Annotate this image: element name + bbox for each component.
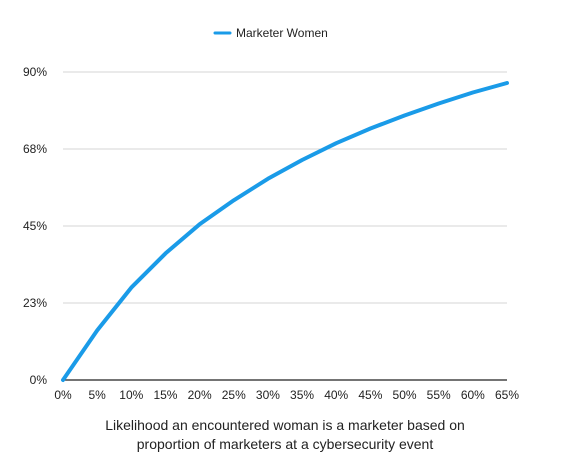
- x-tick-label: 60%: [461, 388, 485, 402]
- x-tick-label: 65%: [495, 388, 519, 402]
- y-tick-label: 45%: [23, 219, 47, 233]
- x-tick-label: 55%: [427, 388, 451, 402]
- y-tick-label: 0%: [30, 373, 48, 387]
- series-lines: [61, 81, 509, 382]
- x-tick-label: 40%: [324, 388, 348, 402]
- x-axis-label-line-2: proportion of marketers at a cybersecuri…: [137, 436, 434, 452]
- x-tick-label: 0%: [54, 388, 72, 402]
- x-axis-tick-labels: 0% 5% 10% 15% 20% 25% 30% 35% 40% 45% 50% 55% 60% 65%: [54, 388, 519, 402]
- x-tick-label: 5%: [88, 388, 106, 402]
- series-line-marketer-women: [61, 81, 509, 382]
- y-tick-label: 68%: [23, 142, 47, 156]
- x-axis-label: Likelihood an encountered woman is a mar…: [105, 417, 465, 452]
- x-tick-label: 35%: [290, 388, 314, 402]
- x-tick-label: 30%: [256, 388, 280, 402]
- x-tick-label: 25%: [222, 388, 246, 402]
- x-tick-label: 15%: [153, 388, 177, 402]
- x-axis-label-line-1: Likelihood an encountered woman is a mar…: [105, 417, 465, 433]
- y-axis-tick-labels: 0% 23% 45% 68% 90%: [23, 65, 47, 387]
- x-tick-label: 50%: [393, 388, 417, 402]
- legend: Marketer Women: [213, 26, 328, 40]
- gridlines: [63, 71, 507, 381]
- x-tick-label: 20%: [188, 388, 212, 402]
- y-tick-label: 90%: [23, 65, 47, 79]
- x-tick-label: 45%: [358, 388, 382, 402]
- legend-label-marketer-women: Marketer Women: [236, 26, 328, 40]
- x-tick-label: 10%: [119, 388, 143, 402]
- y-tick-label: 23%: [23, 296, 47, 310]
